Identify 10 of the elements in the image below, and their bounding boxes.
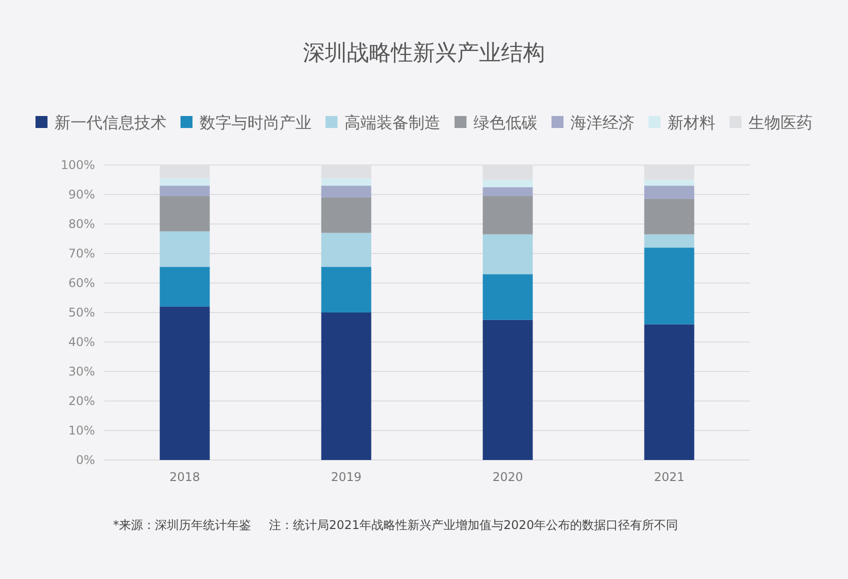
legend-label: 新一代信息技术: [54, 112, 166, 132]
annotation: *来源：深圳历年统计年鉴: [113, 518, 251, 532]
title: 深圳战略性新兴产业结构: [303, 41, 545, 66]
legend-label: 数字与时尚产业: [200, 112, 312, 132]
legend-label: 海洋经济: [570, 112, 634, 132]
annotation: 注：统计局2021年战略性新兴产业增加值与2020年公布的数据口径有所不同: [269, 518, 678, 532]
legend-label: 绿色低碳: [474, 112, 538, 132]
legend-label: 高端装备制造: [344, 112, 440, 132]
legend-label: 生物医药: [748, 112, 812, 132]
legend-label: 新材料: [668, 112, 716, 132]
